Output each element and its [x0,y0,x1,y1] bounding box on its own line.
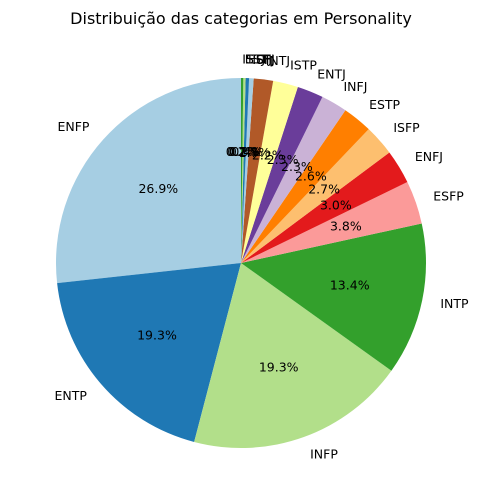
label-intp: INTP [440,296,469,311]
pct-istp: 2.2% [252,147,284,162]
slice-entj [241,86,323,263]
slice-estp [241,110,369,264]
slice-enfj [241,152,408,263]
slice-infp [194,263,392,449]
pct-infp: 19.3% [259,359,299,374]
label-entj: ENTJ [317,66,346,81]
pct-intp: 13.4% [330,277,370,292]
label-infj: INFJ [343,79,367,94]
label-estp: ESTP [369,97,400,112]
pct-infj: 2.3% [281,159,313,174]
pct-entp: 19.3% [137,328,177,343]
slice-istp [241,80,298,263]
label-estj: ESTJ [245,52,272,67]
slice-isfj [241,78,254,264]
pct-enfp: 26.9% [138,181,178,196]
pct-isfj: 0.4% [231,144,263,159]
slice-estj [241,78,246,263]
slice-intp [241,223,426,371]
slice-intj [241,78,274,263]
slice-enfp [55,78,241,284]
pct-entj: 2.3% [267,152,299,167]
slice-istj [241,77,244,263]
pct-intj: 1.7% [239,145,271,160]
pct-isfp: 2.7% [308,181,340,196]
slice-isfp [241,129,390,263]
slice-labels: ENFP ENTP INFP INTP ESFP ENFJ ISFP ESTPINFJENTJ… [55,52,469,462]
label-isfj: ISFJ [252,52,275,67]
label-esfp: ESFP [433,188,464,203]
slice-infj [241,96,346,264]
label-esfj: ESFJ [248,52,275,67]
label-enfp: ENFP [57,119,89,134]
chart-title: Distribuição das categorias em Personali… [70,9,412,28]
slice-esfj [241,78,250,263]
pct-estp: 2.6% [295,169,327,184]
label-enfj: ENFJ [415,149,443,164]
slice-entp [57,263,241,442]
slice-esfp [241,182,422,263]
label-intj: INTJ [266,53,290,68]
pct-esfj: 0.3% [229,144,261,159]
label-entp: ENTP [55,388,88,403]
label-infp: INFP [310,446,338,461]
pct-istj: 0.2% [226,144,258,159]
pct-estj: 0.2% [227,144,259,159]
pct-enfj: 3.0% [320,197,352,212]
pct-esfp: 3.8% [330,219,362,234]
pie-slices [55,77,426,449]
label-istp: ISTP [290,58,317,73]
label-istj: ISTJ [242,52,265,67]
slice-percent-labels: 26.9%19.3%19.3%13.4%3.8%3.0%2.7%2.6%2.3%… [137,144,370,374]
label-isfp: ISFP [393,120,420,135]
